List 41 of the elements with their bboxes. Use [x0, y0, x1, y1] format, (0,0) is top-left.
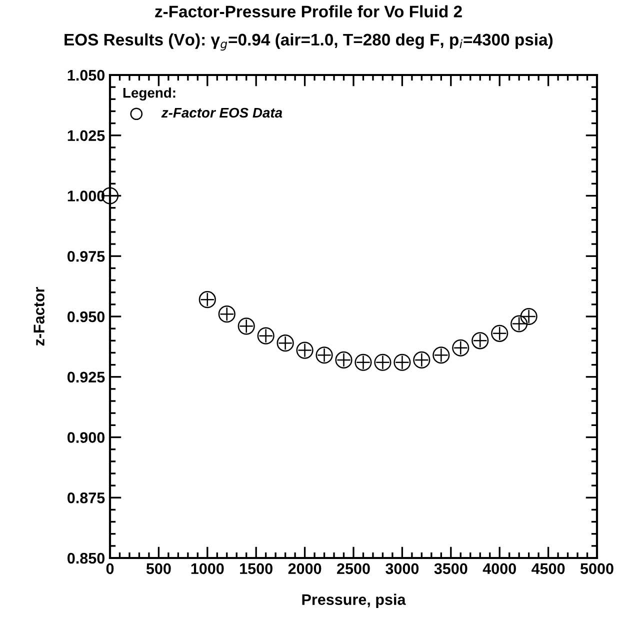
point — [316, 346, 333, 364]
x-tick-label: 5000 — [580, 563, 614, 574]
legend-label: z-Factor EOS Data — [161, 108, 282, 118]
point — [296, 342, 314, 359]
point — [354, 354, 372, 371]
x-tick-label: 3000 — [386, 563, 419, 574]
point — [198, 291, 216, 308]
y-tick-label: 1.025 — [68, 130, 105, 142]
x-tick-label: 0 — [106, 563, 114, 574]
y-tick-label: 0.900 — [68, 432, 105, 443]
point — [472, 332, 489, 350]
y-tick-label: 0.875 — [68, 492, 105, 504]
x-tick-label: 2000 — [288, 563, 322, 574]
point — [452, 339, 470, 356]
point — [413, 351, 430, 369]
point — [394, 354, 411, 371]
point — [491, 324, 508, 342]
x-tick-label: 4000 — [482, 563, 516, 574]
y-tick-label: 0.925 — [68, 372, 105, 383]
point — [432, 346, 450, 364]
point — [374, 354, 392, 371]
x-tick-label: 1000 — [191, 563, 224, 574]
point — [335, 351, 352, 369]
x-tick-label: 1500 — [240, 563, 272, 574]
x-tick-label: 2500 — [337, 563, 370, 574]
x-tick-label: 4500 — [532, 563, 565, 574]
x-tick-label: 500 — [146, 563, 171, 574]
point — [257, 327, 274, 344]
y-axis-title: z-Factor — [34, 287, 44, 346]
chart-title: z-Factor-Pressure Profile for Vo Fluid 2 — [155, 5, 462, 18]
x-axis-title: Pressure, psia — [302, 594, 406, 608]
x-tick-label: 3500 — [434, 563, 468, 574]
point — [238, 318, 255, 335]
point — [276, 334, 294, 352]
y-tick-label: 0.850 — [68, 552, 105, 564]
legend-title: Legend: — [123, 88, 176, 101]
y-tick-label: 1.050 — [68, 70, 105, 81]
y-tick-label: 0.975 — [68, 250, 105, 262]
chart-subtitle: EOS Results (Vo): γ$_{g}$=0.94 (air=1.0, T=280 deg F, p$_{i}$=4300 psia) — [64, 33, 553, 51]
point — [218, 306, 236, 323]
y-tick-label: 0.950 — [68, 311, 105, 322]
